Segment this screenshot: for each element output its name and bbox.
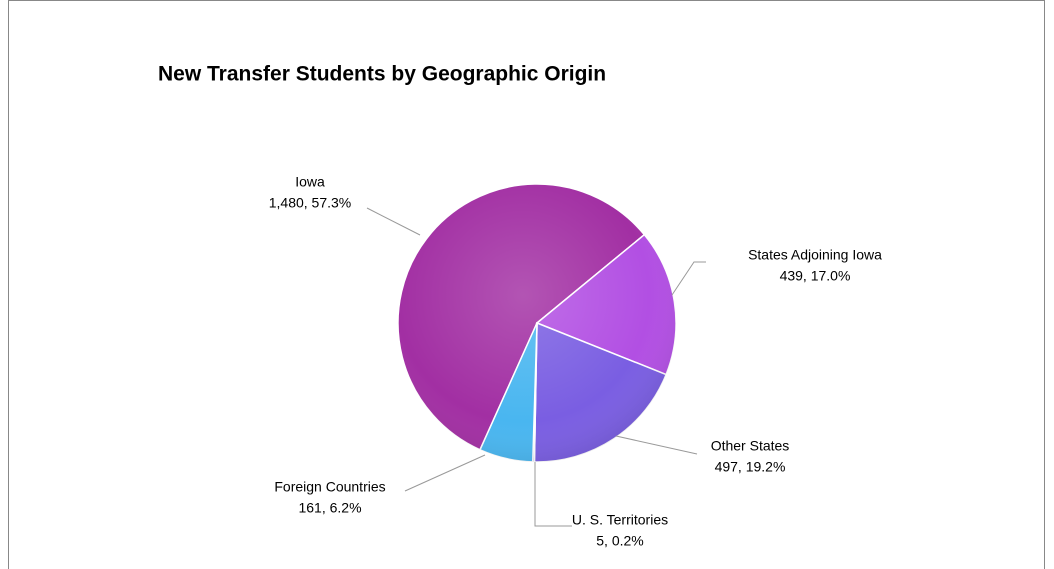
slice-value-label: 161, 6.2% [298,500,361,516]
slice-label: Foreign Countries [274,479,385,495]
leader-line [615,435,698,455]
chart-title: New Transfer Students by Geographic Orig… [158,63,606,86]
slice-value-label: 439, 17.0% [780,268,851,284]
slice-label: States Adjoining Iowa [748,247,882,263]
slice-label: U. S. Territories [572,512,668,528]
leader-line [366,207,421,236]
leader-line [404,454,486,492]
slice-value-label: 497, 19.2% [715,459,786,475]
slice-label: Iowa [295,174,325,190]
slice-value-label: 1,480, 57.3% [269,195,352,211]
leader-line [534,462,572,527]
leader-line [671,261,706,296]
slice-label: Other States [711,438,790,454]
slice-value-label: 5, 0.2% [596,533,643,549]
